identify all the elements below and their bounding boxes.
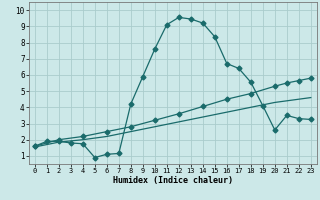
X-axis label: Humidex (Indice chaleur): Humidex (Indice chaleur) [113, 176, 233, 185]
